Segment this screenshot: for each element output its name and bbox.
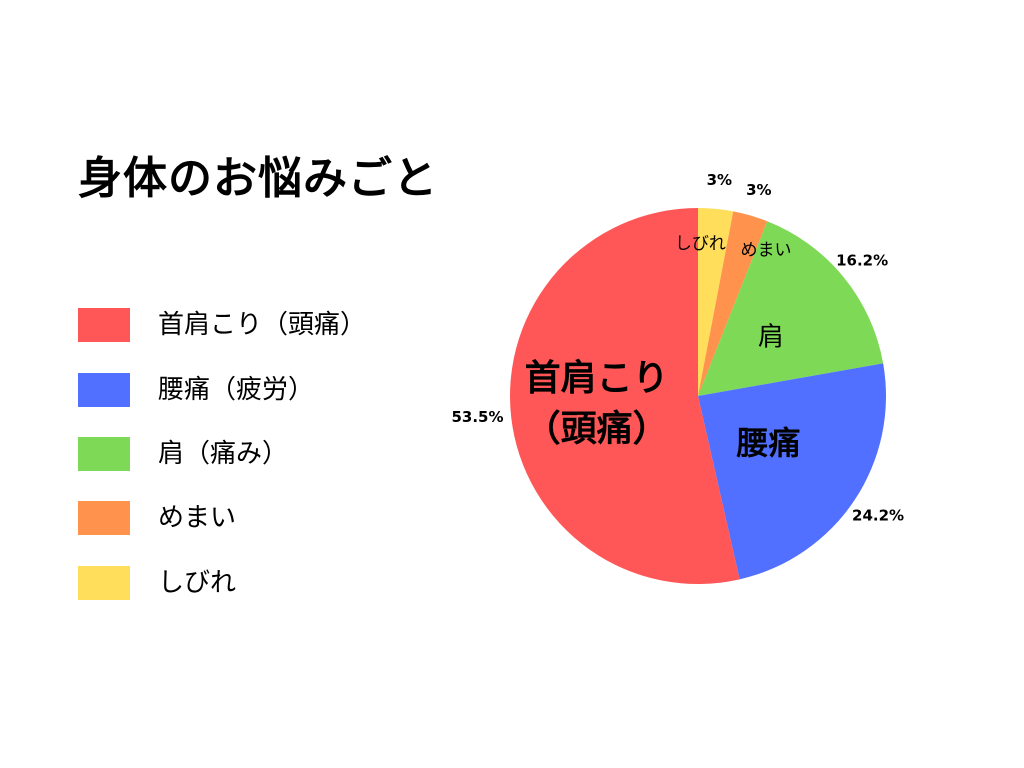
slice-label-line: 腰痛 <box>736 424 800 462</box>
slice-label-lower-back: 腰痛 <box>736 424 800 462</box>
slice-label-line: 首肩こり <box>525 357 669 399</box>
slice-label-dizziness: めまい <box>741 241 792 261</box>
legend-label-numbness: しびれ <box>158 568 237 598</box>
slice-label-shoulder: 肩 <box>758 323 784 353</box>
slice-label-neck-shoulder: 首肩こり （頭痛） <box>525 357 669 449</box>
legend-swatch-numbness <box>78 566 130 600</box>
slice-label-line: しびれ <box>675 234 726 254</box>
pie-slice-neck-shoulder <box>509 208 740 584</box>
legend-item-dizziness: めまい <box>78 501 408 537</box>
pie-slice-lower-back <box>698 363 887 580</box>
slice-label-numbness: しびれ <box>675 234 726 254</box>
legend-item-neck-shoulder: 首肩こり（頭痛） <box>78 308 408 344</box>
legend-swatch-neck-shoulder <box>78 308 130 342</box>
slice-label-line: 肩 <box>758 323 784 353</box>
value-label-dizziness: 3% <box>746 181 771 199</box>
slice-label-line: めまい <box>741 241 792 261</box>
pie-slice-numbness <box>698 208 734 396</box>
legend-item-lower-back: 腰痛（疲労） <box>78 373 408 409</box>
value-label-numbness: 3% <box>707 171 732 189</box>
legend-label-lower-back: 腰痛（疲労） <box>158 375 315 405</box>
legend-swatch-dizziness <box>78 501 130 535</box>
legend-item-numbness: しびれ <box>78 566 408 602</box>
pie-slice-dizziness <box>698 211 768 396</box>
legend-swatch-shoulder <box>78 437 130 471</box>
value-label-neck-shoulder: 53.5% <box>451 408 503 426</box>
value-label-shoulder: 16.2% <box>836 252 888 270</box>
value-label-lower-back: 24.2% <box>852 507 904 525</box>
chart-title: 身体のお悩みごと <box>78 153 438 204</box>
legend-item-shoulder: 肩（痛み） <box>78 437 408 473</box>
legend-label-dizziness: めまい <box>158 503 237 533</box>
legend-label-shoulder: 肩（痛み） <box>158 439 289 469</box>
legend-swatch-lower-back <box>78 373 130 407</box>
legend-label-neck-shoulder: 首肩こり（頭痛） <box>158 310 367 340</box>
pie-slice-shoulder <box>698 221 884 396</box>
slice-label-line: （頭痛） <box>525 408 669 449</box>
